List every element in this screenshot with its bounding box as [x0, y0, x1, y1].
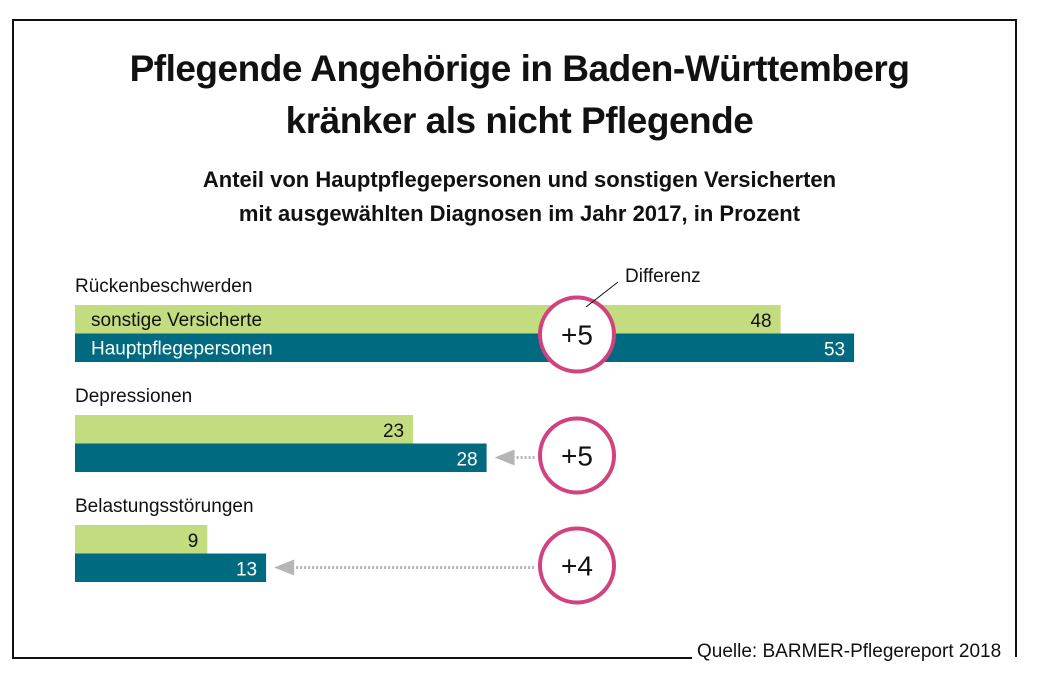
difference-circle: [538, 526, 616, 605]
annotation-differenz: Differenz: [625, 266, 701, 287]
arrow-head-icon: [494, 449, 515, 466]
data-label: 9: [188, 531, 199, 552]
frame-bottom-line: [12, 657, 692, 659]
difference-circle: [538, 295, 616, 374]
annotation-leader-line: [585, 281, 619, 308]
bar-sonstige: [75, 305, 781, 334]
difference-circle: [538, 416, 616, 495]
legend-label-sonstige: sonstige Versicherte: [91, 310, 262, 331]
difference-label: +5: [561, 441, 593, 472]
category-label: Depressionen: [75, 386, 192, 407]
chart-frame: [12, 19, 1017, 657]
difference-label: +4: [561, 551, 593, 582]
category-label: Belastungsstörungen: [75, 496, 254, 517]
legend-label-haupt: Hauptpflegepersonen: [91, 339, 273, 360]
bar-sonstige: [75, 415, 414, 444]
difference-label: +5: [561, 320, 593, 351]
arrow-head-icon: [274, 559, 295, 576]
data-label: 28: [456, 450, 477, 471]
chart-subtitle-line-2: mit ausgewählten Diagnosen im Jahr 2017,…: [238, 201, 801, 226]
data-label: 23: [383, 421, 404, 442]
bar-haupt: [75, 553, 267, 582]
bar-haupt: [75, 443, 487, 472]
chart-title-line-1: Pflegende Angehörige in Baden-Württember…: [129, 48, 910, 89]
category-label: Rückenbeschwerden: [75, 276, 252, 297]
bar-sonstige: [75, 525, 208, 554]
source-note: Quelle: BARMER-Pflegereport 2018: [697, 641, 1002, 662]
chart-title-line-2: kränker als nicht Pflegende: [285, 100, 754, 141]
bar-haupt: [75, 333, 855, 362]
chart-subtitle-line-1: Anteil von Hauptpflegepersonen und sonst…: [202, 167, 837, 192]
data-label: 13: [236, 560, 257, 581]
data-label: 48: [750, 311, 771, 332]
data-label: 53: [824, 340, 845, 361]
